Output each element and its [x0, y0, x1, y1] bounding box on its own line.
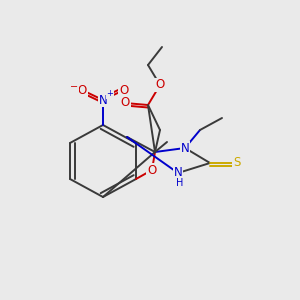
Text: N: N — [174, 167, 182, 179]
Text: N: N — [99, 94, 107, 106]
Text: O: O — [119, 83, 129, 97]
Text: +: + — [106, 89, 113, 98]
Text: H: H — [176, 178, 184, 188]
Text: O: O — [147, 164, 157, 176]
Text: N: N — [181, 142, 189, 154]
Text: O: O — [77, 83, 87, 97]
Text: S: S — [233, 157, 241, 169]
Text: O: O — [155, 79, 165, 92]
Text: O: O — [120, 97, 130, 110]
Text: −: − — [70, 82, 78, 92]
